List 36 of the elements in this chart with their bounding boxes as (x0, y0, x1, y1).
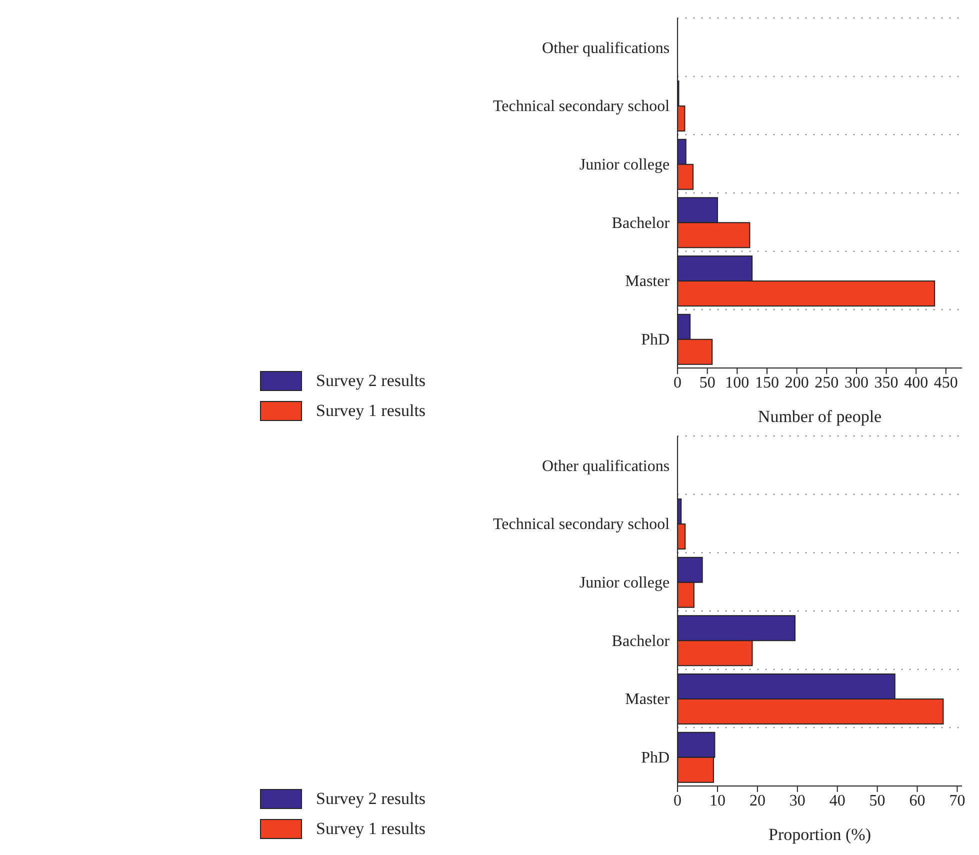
x-tick-label: 0 (674, 374, 682, 392)
x-tick-label: 450 (934, 374, 958, 392)
x-tick-label: 0 (674, 792, 682, 810)
y-tick-label: Junior college (579, 574, 670, 592)
x-tick-label: 50 (869, 792, 886, 810)
x-tick-label: 100 (725, 374, 750, 392)
y-tick-label: Bachelor (612, 214, 670, 232)
x-tick-label: 150 (755, 374, 779, 392)
y-tick-label: PhD (641, 332, 670, 349)
x-tick-label: 40 (829, 792, 846, 810)
y-tick-label: Junior college (579, 156, 670, 174)
legend-label: Survey 1 results (316, 819, 426, 839)
x-tick-label: 30 (789, 792, 806, 810)
y-tick-label: Master (625, 691, 670, 708)
legend-label: Survey 2 results (316, 789, 426, 809)
x-tick-label: 300 (844, 374, 868, 392)
y-tick-label: Technical secondary school (492, 516, 670, 534)
y-tick-label: Other qualifications (542, 40, 670, 57)
x-tick-label: 60 (909, 792, 926, 810)
x-tick-label: 350 (874, 374, 898, 392)
y-tick-label: Other qualifications (542, 458, 670, 475)
x-tick-label: 20 (749, 792, 766, 810)
y-tick-label: Bachelor (612, 632, 670, 650)
x-tick-label: 200 (784, 374, 809, 392)
x-axis-title: Proportion (%) (768, 825, 872, 844)
x-tick-label: 10 (710, 792, 726, 810)
y-tick-label: PhD (641, 750, 670, 767)
x-tick-label: 70 (949, 792, 966, 810)
legend-label: Survey 2 results (316, 371, 426, 391)
x-tick-label: 250 (814, 374, 839, 392)
x-tick-label: 400 (904, 374, 928, 392)
x-tick-label: 50 (699, 374, 716, 392)
legend-label: Survey 1 results (316, 401, 426, 421)
y-tick-label: Master (625, 273, 670, 290)
x-axis-title: Number of people (758, 407, 882, 426)
y-tick-label: Technical secondary school (492, 98, 670, 116)
